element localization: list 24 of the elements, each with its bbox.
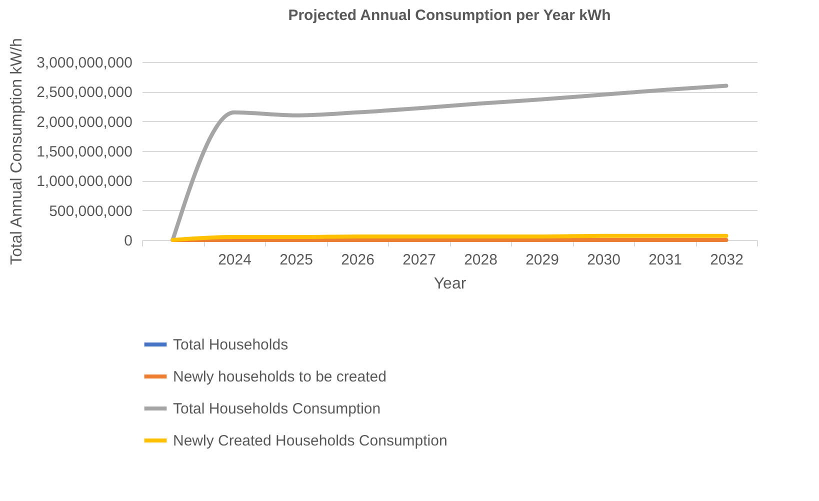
legend-label: Total Households Consumption [173, 400, 381, 418]
x-tick-label: 2027 [402, 252, 436, 268]
x-tick-label: 2032 [710, 252, 744, 268]
y-tick-label: 1,000,000,000 [36, 173, 132, 190]
legend-label: Total Households [173, 336, 288, 354]
x-tick-label: 2025 [280, 252, 313, 268]
x-tick-label: 2030 [587, 252, 620, 268]
y-tick-label: 3,000,000,000 [36, 54, 132, 72]
x-tick-label: 2024 [218, 252, 252, 268]
x-tick-label: 2028 [464, 252, 498, 268]
legend-label: Newly Created Households Consumption [173, 432, 448, 450]
line-series [170, 84, 728, 242]
y-tick-label: 0 [124, 232, 132, 250]
y-tick-label: 1,500,000,000 [36, 144, 132, 160]
y-axis-title: Total Annual Consumption kW/h [8, 38, 26, 265]
chart-title: Projected Annual Consumption per Year kWh [288, 7, 611, 24]
x-tick-label: 2031 [648, 252, 682, 268]
x-axis-title: Year [434, 276, 467, 292]
legend-label: Newly households to be created [173, 368, 386, 386]
y-tick-label: 500,000,000 [49, 202, 132, 220]
y-tick-label: 2,000,000,000 [36, 114, 132, 131]
x-tick-label: 2026 [341, 252, 374, 268]
y-tick-label: 2,500,000,000 [36, 84, 132, 102]
x-tick-label: 2029 [526, 252, 559, 268]
